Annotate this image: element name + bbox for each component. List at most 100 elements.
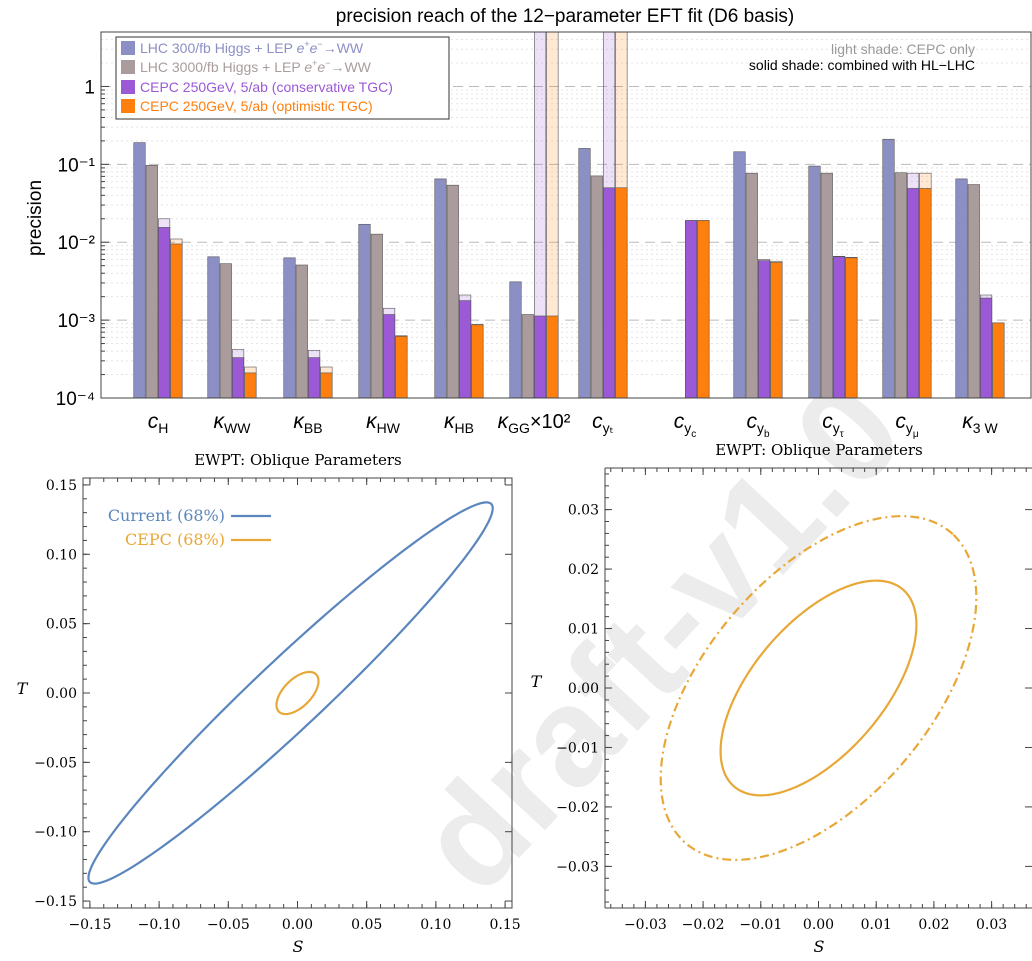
left-plot-title: EWPT: Oblique Parameters (194, 451, 402, 469)
ellipse-cepc-68-solid (719, 579, 918, 797)
legend-swatch-lhc3000 (121, 60, 135, 74)
bar-cepc-conservative (980, 297, 993, 399)
x-category-label: cyμ (895, 410, 919, 440)
bar-lhc3000 (967, 184, 980, 399)
bar-cepc-optimistic (845, 257, 858, 399)
x-tick-label: 0.10 (420, 917, 451, 933)
x-tick-label: −0.15 (68, 917, 111, 933)
bar-lhc300 (509, 281, 522, 399)
watermark-text: draft-v1.0 (387, 352, 932, 920)
top-bars (133, 31, 1005, 399)
top-legend-box (115, 36, 450, 120)
bar-cepc-conservative (308, 357, 321, 399)
bar-lhc300 (133, 142, 146, 399)
top-y-axis-label: precision (25, 180, 46, 256)
x-tick-label: 0.00 (803, 917, 834, 933)
right-ticks: −0.03 −0.02 −0.01 0.00 0.01 0.02 0.03 0.03 0.02 0… (556, 468, 1032, 933)
bar-lhc3000 (295, 264, 308, 399)
ellipse-cepc-95-dashed (659, 515, 978, 861)
y-tick-label: 10⁻⁴ (56, 389, 95, 410)
bar-lhc3000 (820, 172, 833, 399)
ellipse-cepc-68 (275, 670, 320, 716)
x-tick-label: 0.01 (861, 917, 892, 933)
x-tick-label: −0.10 (138, 917, 181, 933)
y-tick-label: 10⁻³ (58, 311, 96, 332)
bar-lhc300 (283, 257, 296, 399)
x-tick-label: −0.02 (682, 917, 725, 933)
x-category-label: κHW (366, 410, 401, 436)
y-tick-label: 0.01 (568, 622, 599, 638)
bar-lhc300 (808, 165, 821, 399)
top-plot-frame (100, 31, 1032, 399)
bar-lhc3000 (521, 314, 534, 399)
y-tick-label: 0.10 (46, 547, 77, 563)
bar-lhc3000 (745, 172, 758, 399)
x-category-label: κGG×10² (498, 410, 571, 436)
right-ellipse-plot: EWPT: Oblique Parameters −0.03 −0.02 −0.01… (531, 441, 1032, 956)
legend-swatch-cepc-optimistic (121, 99, 135, 113)
bar-cepc-conservative (534, 315, 547, 399)
x-category-label: κWW (214, 410, 252, 436)
x-category-label: κHB (444, 410, 474, 436)
x-category-label: cyb (746, 410, 770, 440)
bar-cepc-optimistic (697, 220, 710, 399)
bar-cepc-conservative (833, 256, 846, 399)
x-tick-label: 0.02 (918, 917, 949, 933)
legend-label-cepc-optimistic: CEPC 250GeV, 5/ab (optimistic TGC) (140, 98, 373, 114)
x-category-label: cyₜ (592, 410, 614, 436)
y-tick-label: −0.10 (34, 825, 77, 841)
bar-cepc-optimistic (919, 188, 932, 399)
left-x-axis-label: S (293, 937, 304, 956)
x-tick-label: 0.00 (282, 917, 313, 933)
bar-cepc-optimistic (770, 262, 783, 399)
y-tick-label: 0.15 (46, 478, 77, 494)
bar-lhc3000 (894, 172, 907, 399)
bar-cepc-conservative (685, 220, 698, 399)
x-tick-label: 0.05 (351, 917, 382, 933)
x-tick-label: −0.01 (739, 917, 782, 933)
legend-label-lhc300: LHC 300/fb Higgs + LEP e+e−→WW (140, 39, 364, 56)
legend-label-cepc-conservative: CEPC 250GeV, 5/ab (conservative TGC) (140, 79, 393, 95)
bar-cepc-conservative (383, 314, 396, 399)
x-tick-label: 0.03 (976, 917, 1007, 933)
y-tick-label: 10⁻¹ (58, 155, 96, 176)
bar-cepc-conservative (158, 227, 171, 399)
bar-lhc3000 (446, 184, 459, 399)
legend-swatch-lhc300 (121, 41, 135, 55)
y-tick-label: −0.01 (556, 740, 599, 756)
y-tick-label: 10⁻² (58, 233, 96, 254)
legend-label-lhc3000: LHC 3000/fb Higgs + LEP e+e−→WW (140, 58, 372, 75)
bar-cepc-optimistic (546, 315, 559, 399)
x-category-label: κ3 W (962, 410, 998, 436)
bar-cepc-optimistic (320, 372, 333, 399)
top-chart-title: precision reach of the 12−parameter EFT … (336, 6, 795, 27)
bar-cepc-conservative (758, 260, 771, 399)
y-tick-label: 0.00 (46, 686, 77, 702)
y-tick-label: 0.02 (568, 562, 599, 578)
bar-lhc3000 (219, 263, 232, 399)
bar-lhc300 (358, 223, 371, 399)
bar-lhc300 (578, 148, 591, 399)
left-ticks: −0.15 −0.10 −0.05 0.00 0.05 0.10 0.15 0.15 0.10 0… (34, 478, 521, 933)
top-y-ticks: 10⁻⁴ 10⁻³ 10⁻² 10⁻¹ 1 (56, 77, 109, 410)
right-y-axis-label: T (531, 672, 543, 691)
note-solid-shade: solid shade: combined with HL−LHC (749, 57, 975, 73)
bar-lhc300 (955, 178, 968, 399)
y-tick-label: −0.03 (556, 859, 599, 875)
right-x-axis-label: S (814, 937, 825, 956)
x-category-label: cH (148, 410, 169, 436)
ellipse-current-68 (87, 501, 494, 885)
y-tick-label: 0.03 (568, 503, 599, 519)
bar-cepc-optimistic (395, 335, 408, 399)
right-plot-title: EWPT: Oblique Parameters (715, 441, 923, 459)
bar-lhc300 (207, 256, 220, 399)
x-category-label: κBB (293, 410, 322, 436)
y-tick-label: 0.05 (46, 617, 77, 633)
top-x-labels: cH κWW κBB κHW κHB κGG×10² cyₜ cyc cyb cyτ cyμ κ3 W (148, 410, 999, 440)
top-legend: LHC 300/fb Higgs + LEP e+e−→WW LHC 3000/… (115, 36, 450, 120)
left-ellipse-plot: EWPT: Oblique Parameters −0.15 −0.10 −0.05… (17, 451, 521, 956)
y-tick-label: 0.00 (568, 681, 599, 697)
bar-cepc-conservative (907, 188, 920, 399)
bar-lhc3000 (370, 233, 383, 399)
